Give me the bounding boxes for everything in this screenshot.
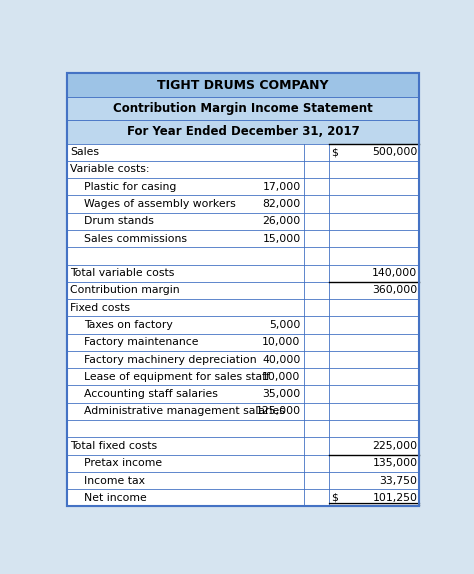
Bar	[66, 195, 419, 213]
Bar	[66, 333, 419, 351]
Text: 82,000: 82,000	[262, 199, 301, 209]
Bar	[66, 437, 419, 455]
Bar	[66, 299, 419, 316]
Text: 10,000: 10,000	[262, 338, 301, 347]
Text: 5,000: 5,000	[269, 320, 301, 330]
Bar	[66, 316, 419, 333]
Text: Taxes on factory: Taxes on factory	[84, 320, 173, 330]
Bar	[66, 472, 419, 489]
Text: 33,750: 33,750	[379, 475, 418, 486]
Text: Sales commissions: Sales commissions	[84, 234, 187, 243]
Text: 10,000: 10,000	[262, 372, 301, 382]
Text: 35,000: 35,000	[262, 389, 301, 399]
Text: Wages of assembly workers: Wages of assembly workers	[84, 199, 236, 209]
Text: 500,000: 500,000	[372, 147, 418, 157]
Text: 40,000: 40,000	[262, 355, 301, 364]
Text: Total variable costs: Total variable costs	[70, 268, 174, 278]
Bar	[66, 403, 419, 420]
Bar	[66, 213, 419, 230]
Text: 125,000: 125,000	[255, 406, 301, 416]
Text: Pretax income: Pretax income	[84, 458, 163, 468]
Text: 15,000: 15,000	[262, 234, 301, 243]
Text: For Year Ended December 31, 2017: For Year Ended December 31, 2017	[127, 125, 359, 138]
Text: Contribution margin: Contribution margin	[70, 285, 180, 296]
Text: Plastic for casing: Plastic for casing	[84, 182, 177, 192]
Bar	[66, 455, 419, 472]
Text: Factory machinery depreciation: Factory machinery depreciation	[84, 355, 257, 364]
Text: Administrative management salaries: Administrative management salaries	[84, 406, 285, 416]
Text: Total fixed costs: Total fixed costs	[70, 441, 157, 451]
Text: Fixed costs: Fixed costs	[70, 302, 130, 313]
Text: Accounting staff salaries: Accounting staff salaries	[84, 389, 218, 399]
Bar	[66, 144, 419, 161]
Text: 360,000: 360,000	[372, 285, 418, 296]
Bar	[66, 420, 419, 437]
Bar	[66, 386, 419, 403]
Text: 140,000: 140,000	[372, 268, 418, 278]
Bar	[66, 178, 419, 195]
Bar	[66, 161, 419, 178]
Text: 101,250: 101,250	[373, 493, 418, 503]
Bar	[66, 247, 419, 265]
Bar	[66, 351, 419, 368]
Text: Factory maintenance: Factory maintenance	[84, 338, 199, 347]
Bar	[66, 489, 419, 506]
Text: 135,000: 135,000	[372, 458, 418, 468]
Bar	[66, 282, 419, 299]
Text: 26,000: 26,000	[262, 216, 301, 226]
Text: 17,000: 17,000	[262, 182, 301, 192]
Text: Net income: Net income	[84, 493, 147, 503]
Text: TIGHT DRUMS COMPANY: TIGHT DRUMS COMPANY	[157, 79, 328, 91]
Bar	[66, 73, 419, 97]
Text: Lease of equipment for sales staff: Lease of equipment for sales staff	[84, 372, 270, 382]
Bar	[66, 368, 419, 386]
Text: 225,000: 225,000	[372, 441, 418, 451]
Bar	[66, 265, 419, 282]
Text: Contribution Margin Income Statement: Contribution Margin Income Statement	[113, 102, 373, 115]
Text: $: $	[331, 493, 338, 503]
Text: Sales: Sales	[70, 147, 99, 157]
Text: Income tax: Income tax	[84, 475, 145, 486]
Text: $: $	[331, 147, 338, 157]
Text: Drum stands: Drum stands	[84, 216, 154, 226]
Bar	[66, 230, 419, 247]
Bar	[66, 97, 419, 120]
Bar	[66, 120, 419, 144]
Text: Variable costs:: Variable costs:	[70, 165, 150, 174]
